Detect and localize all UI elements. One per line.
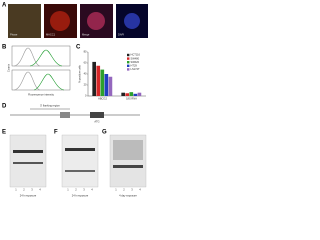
schematic-note: ATG — [94, 120, 99, 124]
lane-label: 1 — [115, 188, 117, 192]
y-axis-label: % positive cells — [78, 64, 82, 82]
lane-label: 2 — [75, 188, 77, 192]
bar — [125, 93, 130, 96]
bar — [129, 92, 134, 96]
panel-d-schematic — [10, 108, 140, 118]
legend-label: HCT116 — [131, 53, 141, 57]
legend-swatch — [127, 57, 130, 60]
bar — [92, 61, 97, 96]
image-caption: DAPI — [118, 33, 124, 37]
bar — [133, 93, 138, 96]
image-caption: Merge — [82, 33, 90, 37]
legend-swatch — [127, 53, 130, 57]
legend-label: HT29 — [131, 63, 138, 67]
legend-label: SW620 — [131, 60, 140, 64]
legend-swatch — [127, 64, 130, 67]
bar — [104, 74, 109, 96]
bar — [121, 92, 126, 96]
lane-label: 1 — [67, 188, 69, 192]
lane-label: 4 — [139, 188, 141, 192]
panel-label: B — [2, 45, 7, 51]
panel-label: G — [102, 130, 107, 136]
gel-caption: 24 h exposure — [20, 194, 37, 198]
lane-label: 3 — [31, 188, 33, 192]
lane-label: 2 — [123, 188, 125, 192]
bar — [137, 92, 142, 96]
legend-swatch — [127, 61, 130, 64]
lane-label: 1 — [15, 188, 17, 192]
y-tick-label: 40 — [84, 72, 87, 76]
figure: A B C D E F G Phase MACC1 Merge DAPI Fluorescence i… — [2, 3, 148, 198]
lane-label: 3 — [83, 188, 85, 192]
panel-label: A — [2, 3, 7, 9]
panel-b-plots — [11, 45, 71, 91]
x-axis-label: Fluorescence intensity — [28, 93, 55, 97]
x-tick-label: ABCG2 — [98, 97, 107, 101]
image-caption: Phase — [10, 33, 18, 37]
lane-label: 3 — [131, 188, 133, 192]
y-tick-label: 0 — [85, 94, 87, 98]
lane-label: 4 — [39, 188, 41, 192]
panel-a-images — [8, 4, 148, 38]
bar — [96, 65, 101, 96]
lane-label: 4 — [91, 188, 93, 192]
legend-label: SW480 — [131, 56, 140, 60]
bar — [108, 76, 113, 96]
panel-label: C — [76, 45, 81, 51]
legend-swatch — [127, 68, 130, 71]
gels — [9, 134, 147, 188]
image-caption: MACC1 — [46, 33, 56, 37]
x-tick-label: 18S RNA — [126, 97, 137, 101]
bar — [100, 69, 105, 96]
page: {"panels": { "A": {"label": "A", "captio… — [0, 0, 150, 205]
panel-label: F — [54, 130, 58, 136]
y-tick-label: 60 — [84, 61, 87, 65]
panel-label: E — [2, 130, 6, 136]
lane-label: 2 — [23, 188, 25, 192]
gel-caption: 24 h exposure — [72, 194, 89, 198]
y-tick-label: 20 — [84, 83, 87, 87]
schematic-note: 5' flanking region — [40, 104, 60, 108]
y-axis-label: Counts — [7, 63, 11, 72]
panel-label: D — [2, 104, 7, 110]
gel-caption: 4 day exposure — [119, 194, 137, 198]
legend-label: LS174T — [131, 67, 141, 71]
y-tick-label: 80 — [84, 50, 87, 54]
